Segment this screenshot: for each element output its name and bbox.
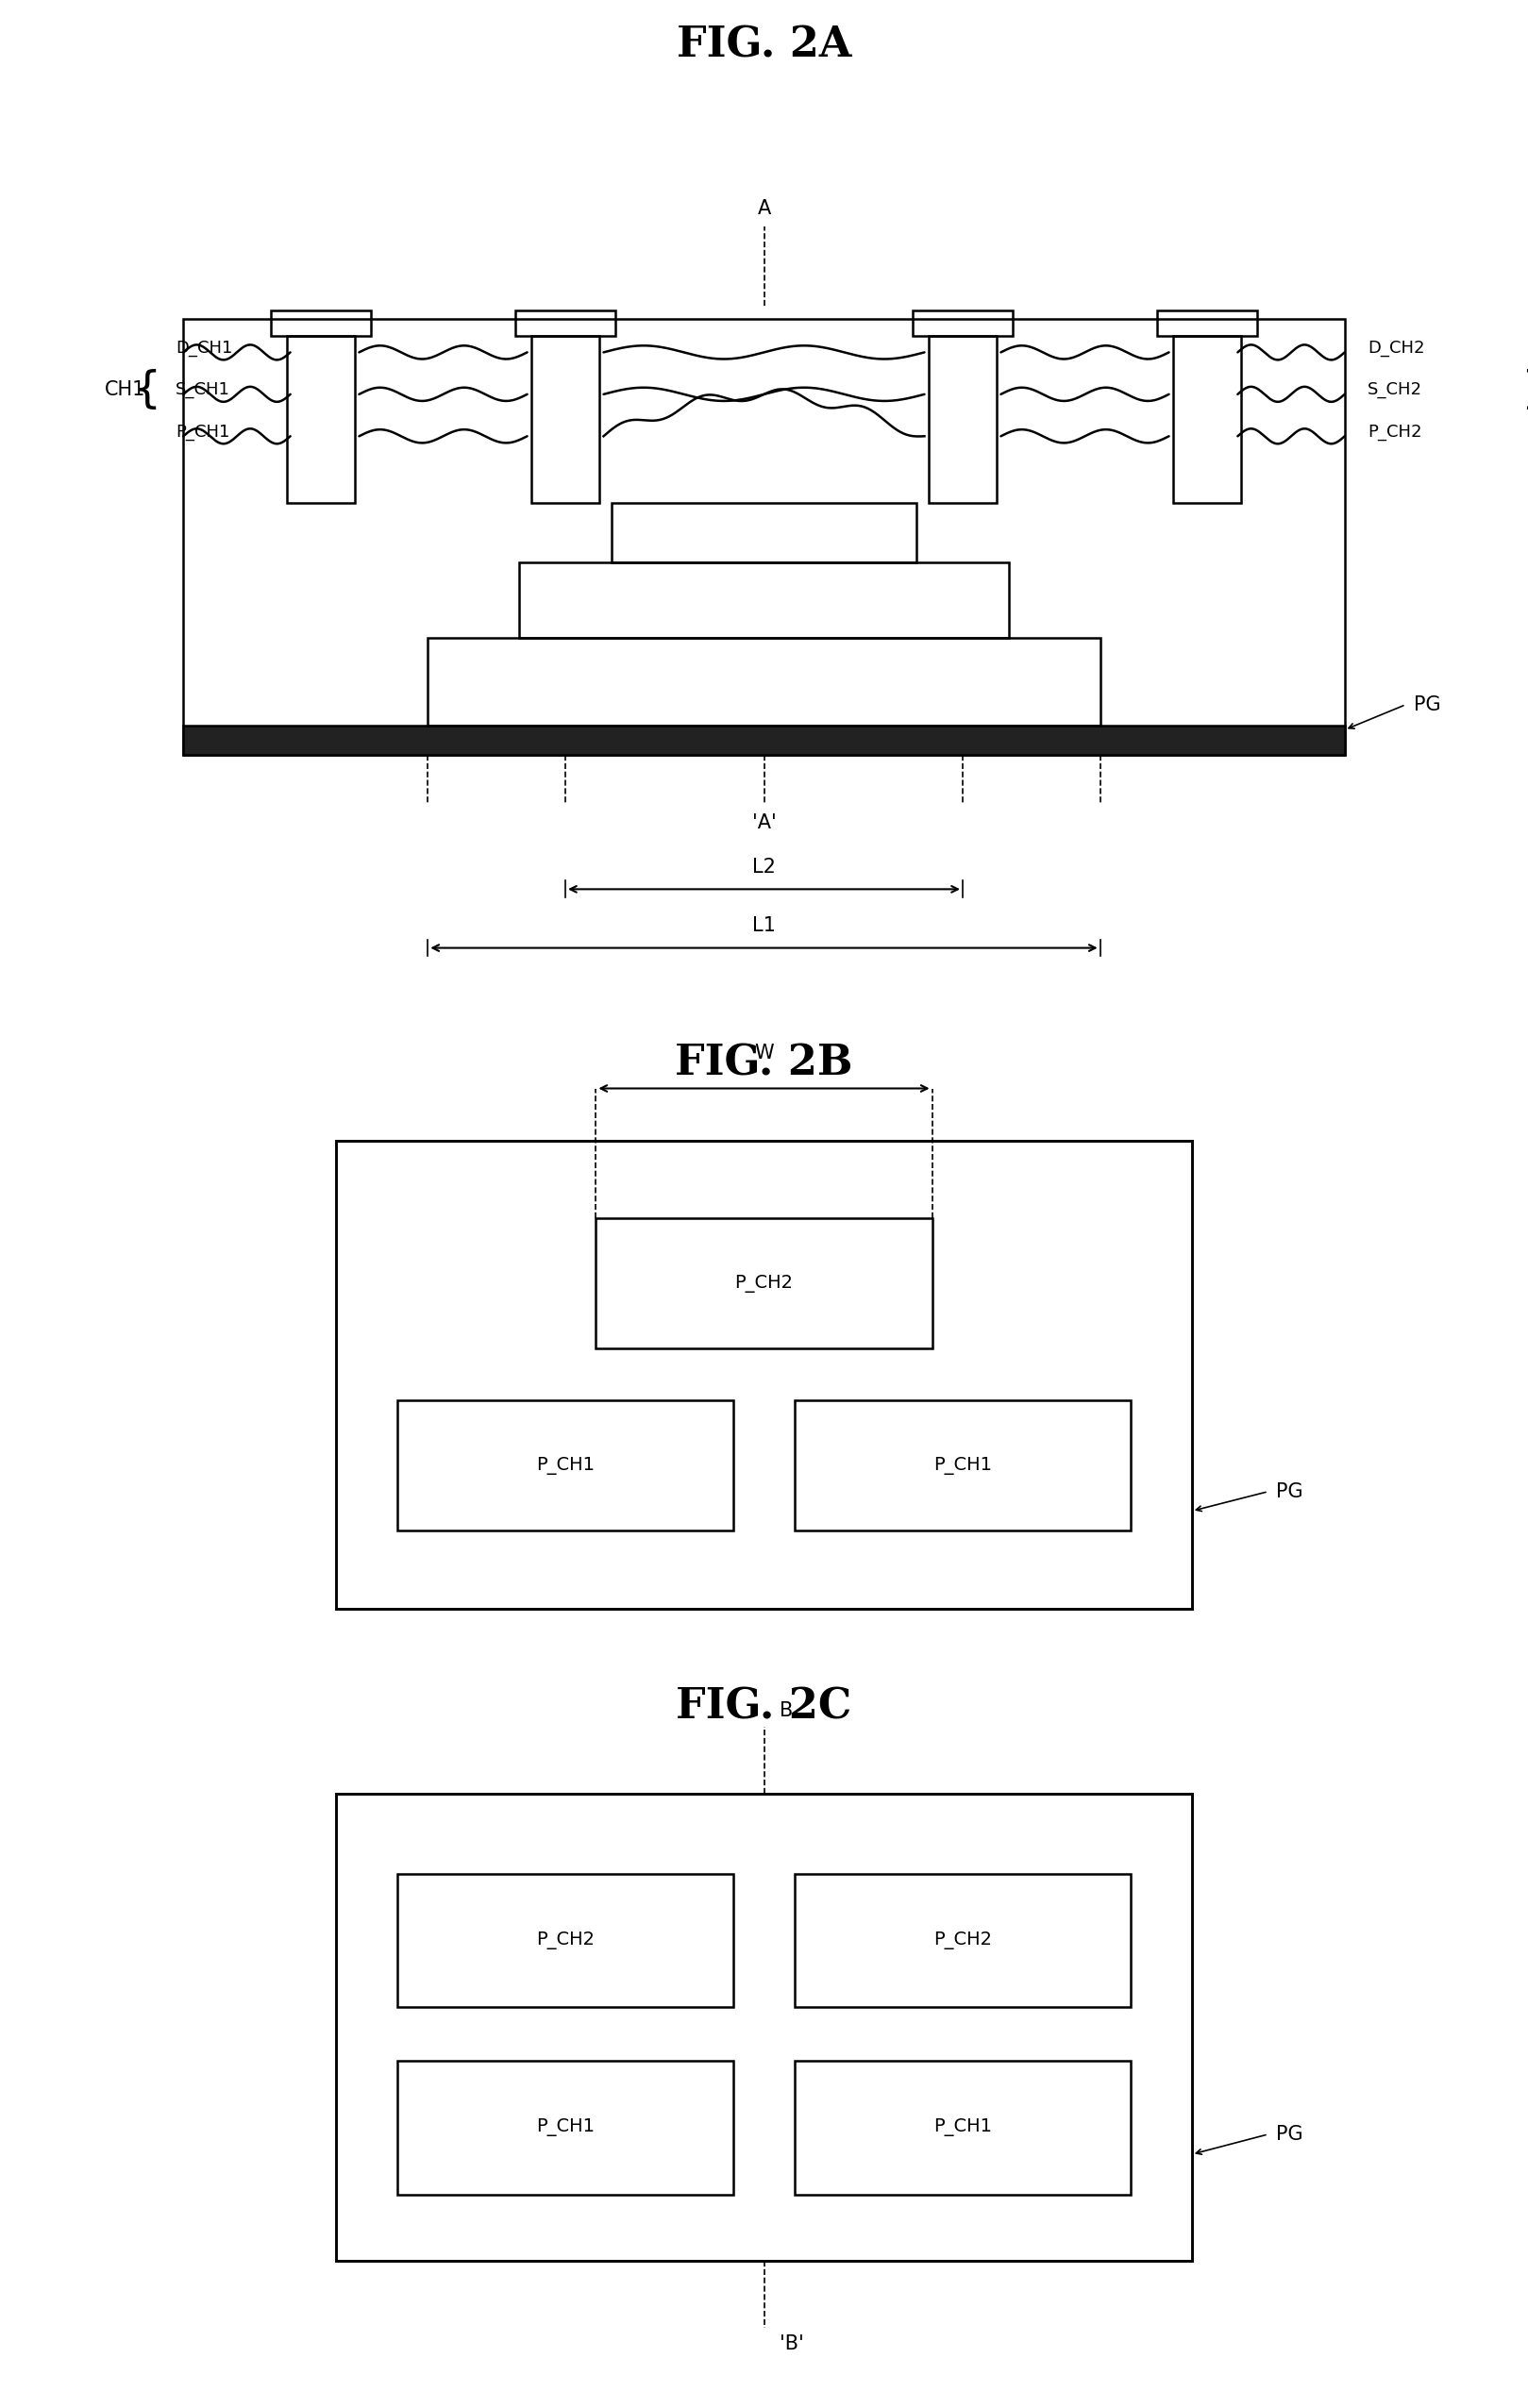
- Bar: [428, 638, 1100, 725]
- Bar: [397, 2061, 733, 2194]
- Text: S_CH2: S_CH2: [1368, 380, 1423, 400]
- Text: FIG. 2C: FIG. 2C: [675, 1688, 853, 1727]
- Text: P_CH1: P_CH1: [934, 1457, 992, 1474]
- Bar: [596, 1218, 932, 1348]
- Bar: [795, 2061, 1131, 2194]
- Text: {: {: [131, 368, 160, 412]
- Bar: [795, 1873, 1131, 2008]
- Text: P_CH1: P_CH1: [536, 1457, 594, 1474]
- Text: D_CH2: D_CH2: [1368, 340, 1424, 356]
- Text: P_CH2: P_CH2: [735, 1274, 793, 1293]
- Bar: [611, 503, 917, 561]
- Text: PG: PG: [1276, 1481, 1303, 1500]
- Bar: [397, 1873, 733, 2008]
- Bar: [1158, 311, 1256, 335]
- Bar: [520, 561, 1008, 638]
- Text: P_CH2: P_CH2: [1368, 424, 1423, 441]
- Bar: [914, 311, 1012, 335]
- Text: CH1: CH1: [104, 380, 145, 400]
- Text: }: }: [1520, 368, 1528, 412]
- Text: W: W: [755, 1043, 773, 1062]
- Bar: [515, 311, 614, 335]
- Bar: [397, 1401, 733, 1531]
- Bar: [272, 311, 370, 335]
- Bar: [795, 1401, 1131, 1531]
- Text: P_CH1: P_CH1: [176, 424, 229, 441]
- Text: 'A': 'A': [752, 814, 776, 833]
- Bar: [336, 1141, 1192, 1609]
- Text: L1: L1: [752, 917, 776, 934]
- Text: P_CH1: P_CH1: [934, 2119, 992, 2136]
- Text: B: B: [779, 1702, 793, 1719]
- Text: P_CH2: P_CH2: [536, 1931, 594, 1950]
- Text: D_CH1: D_CH1: [176, 340, 232, 356]
- Text: FIG. 2B: FIG. 2B: [675, 1043, 853, 1084]
- Bar: [286, 335, 354, 503]
- Text: P_CH1: P_CH1: [536, 2119, 594, 2136]
- Bar: [1174, 335, 1241, 503]
- Bar: [183, 318, 1345, 756]
- Text: 'B': 'B': [779, 2336, 804, 2353]
- Bar: [532, 335, 599, 503]
- Text: P_CH2: P_CH2: [934, 1931, 992, 1950]
- Text: L2: L2: [752, 857, 776, 877]
- Text: PG: PG: [1276, 2124, 1303, 2143]
- Text: PG: PG: [1413, 696, 1441, 715]
- Bar: [929, 335, 996, 503]
- Bar: [183, 725, 1345, 756]
- Bar: [336, 1794, 1192, 2261]
- Text: FIG. 2A: FIG. 2A: [677, 24, 851, 65]
- Text: S_CH1: S_CH1: [176, 380, 231, 400]
- Text: A: A: [758, 200, 770, 219]
